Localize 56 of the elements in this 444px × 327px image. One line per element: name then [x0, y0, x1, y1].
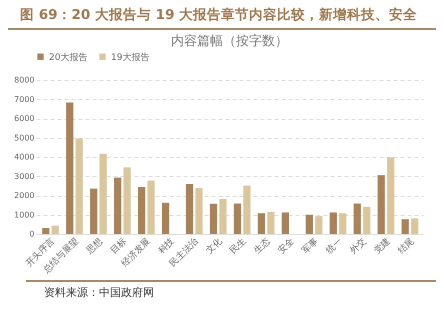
y-tick-label: 1000: [14, 210, 34, 220]
x-tick-label: 统一: [324, 236, 344, 256]
chart-title: 图 69：20 大报告与 19 大报告章节内容比较，新增科技、安全: [8, 4, 436, 30]
bar: [339, 213, 346, 234]
y-tick-label: 7000: [14, 94, 34, 104]
x-tick-label: 外交: [348, 236, 368, 256]
legend-label: 20大报告: [49, 52, 88, 63]
bar: [210, 204, 218, 234]
bar: [114, 178, 122, 234]
bar: [162, 202, 170, 234]
bar: [52, 226, 59, 234]
bar: [363, 206, 370, 234]
bar: [354, 204, 361, 234]
x-tick-label: 思想: [84, 236, 105, 258]
bar: [147, 180, 155, 234]
legend-label: 19大报告: [111, 52, 150, 63]
y-tick-label: 8000: [14, 76, 34, 84]
bar: [330, 212, 337, 234]
bar: [90, 188, 98, 234]
x-tick-label: 安全: [276, 236, 296, 256]
bar: [123, 167, 131, 234]
bar: [234, 204, 242, 234]
y-tick-label: 5000: [14, 133, 34, 142]
y-tick-label: 4000: [14, 152, 34, 162]
bar: [195, 188, 203, 234]
bar: [243, 186, 251, 234]
bar: [306, 214, 313, 234]
bar: [258, 213, 266, 234]
bar: [219, 198, 227, 234]
x-tick-label: 科技: [156, 236, 177, 256]
bar: [282, 212, 290, 234]
chart-subtitle: 内容篇幅（按字数）: [171, 33, 288, 49]
x-tick-label: 文化: [204, 236, 225, 256]
y-tick-label: 2000: [14, 191, 34, 200]
bar: [378, 175, 385, 234]
x-tick-label: 目标: [108, 236, 129, 256]
bar: [411, 218, 418, 234]
x-tick-label: 军事: [300, 236, 320, 256]
bar: [186, 184, 194, 234]
y-tick-label: 3000: [14, 172, 34, 181]
bar: [42, 228, 50, 234]
x-tick-label: 生态: [252, 236, 273, 256]
x-tick-label: 结尾: [396, 236, 416, 256]
x-tick-label: 民生: [228, 236, 249, 256]
bar: [315, 216, 322, 234]
bar: [387, 157, 394, 234]
bar: [402, 219, 409, 234]
text: 资料来源：中国政府网: [26, 280, 436, 300]
x-tick-label: 党建: [372, 236, 392, 256]
bar: [100, 154, 107, 234]
y-tick-label: 6000: [14, 114, 34, 123]
bar: [66, 102, 74, 234]
y-tick-label: 0: [29, 230, 34, 238]
bar: [267, 212, 274, 234]
bar: [138, 187, 146, 234]
bar: [76, 138, 83, 234]
